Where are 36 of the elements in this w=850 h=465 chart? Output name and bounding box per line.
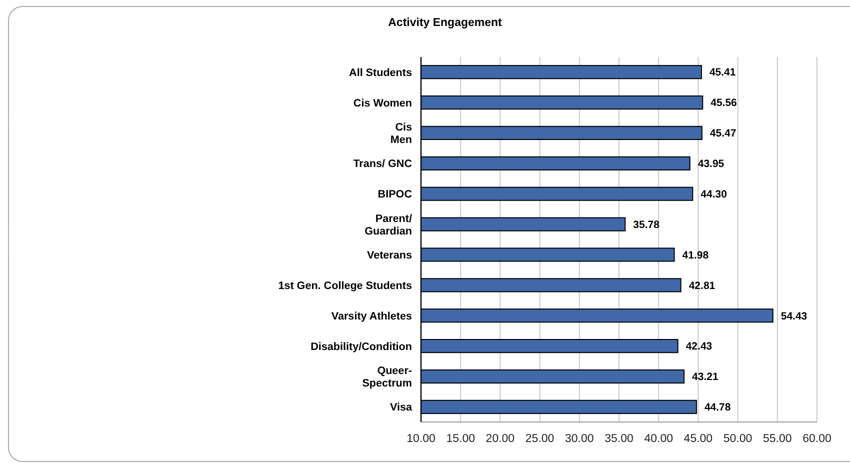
y-tick-label: Disability/Condition (310, 340, 412, 353)
data-label: 54.43 (780, 310, 808, 322)
data-label: 45.56 (710, 97, 738, 110)
x-tick-label: 45.00 (684, 433, 713, 445)
x-tick-label: 40.00 (644, 433, 673, 445)
y-tick-label: Parent/ Guardian (364, 212, 412, 238)
data-label: 43.21 (692, 371, 718, 384)
y-tick-label: Visa (390, 402, 413, 414)
chart-title: Activity Engagement (388, 17, 502, 29)
x-tick-label: 55.00 (763, 433, 792, 445)
x-tick-label: 50.00 (723, 433, 752, 445)
data-label: 42.81 (688, 280, 716, 292)
y-tick-label: Veterans (366, 250, 412, 262)
data-label: 42.43 (686, 340, 712, 353)
x-tick-label: 15.00 (446, 433, 475, 445)
y-tick-label: 1st Gen. College Students (278, 280, 412, 292)
data-label: 44.30 (700, 188, 728, 201)
x-tick-label: 35.00 (604, 433, 634, 445)
x-tick-label: 25.00 (525, 433, 554, 445)
x-tick-label: 60.00 (802, 433, 832, 445)
x-tick-label: 10.00 (406, 433, 436, 445)
x-tick-label: 30.00 (565, 433, 594, 445)
y-tick-label: Trans/ GNC (353, 158, 412, 170)
data-label: 41.98 (682, 249, 709, 262)
y-tick-label: Queer- Spectrum (362, 365, 412, 390)
y-tick-label: Cis Men (390, 121, 412, 146)
x-tick-label: 20.00 (486, 433, 515, 445)
y-tick-label: Cis Women (353, 97, 412, 110)
data-label: 45.41 (709, 66, 736, 79)
y-tick-label: Varsity Athletes (331, 310, 412, 322)
data-label: 44.78 (704, 402, 731, 414)
data-label: 35.78 (633, 218, 660, 231)
data-label: 43.95 (698, 158, 724, 170)
y-tick-label: BIPOC (378, 188, 412, 201)
data-label: 45.47 (710, 128, 736, 140)
y-tick-label: All Students (349, 66, 412, 79)
